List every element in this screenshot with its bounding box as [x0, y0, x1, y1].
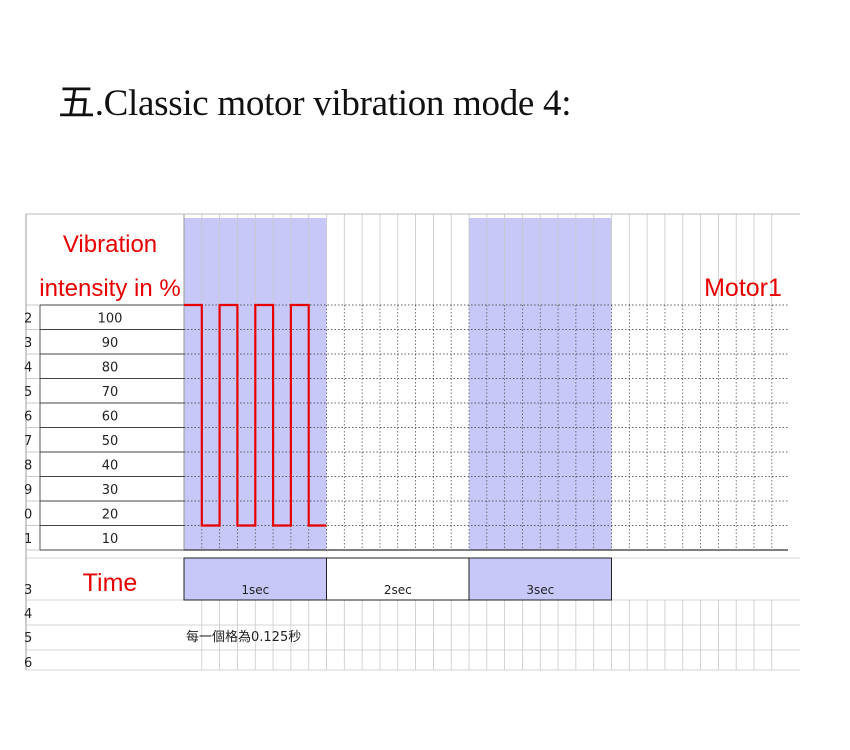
row-number: 3 — [24, 583, 32, 598]
time-segment-label: 2sec — [384, 583, 412, 597]
row-number: 6 — [24, 409, 32, 424]
row-number: 7 — [24, 434, 32, 449]
page-title: 五.Classic motor vibration mode 4: — [58, 72, 571, 126]
trace-layer — [184, 303, 327, 527]
y-tick-label: 20 — [102, 507, 119, 522]
label-layer: Vibration intensity in % Motor1 Time 每一個… — [24, 231, 782, 671]
row-number: 1 — [24, 532, 32, 547]
row-number: 9 — [24, 483, 32, 498]
y-tick-label: 80 — [102, 360, 119, 375]
series-label-motor1: Motor1 — [704, 274, 782, 302]
row-number: 6 — [24, 656, 32, 671]
y-axis-label-line2: intensity in % — [39, 275, 180, 302]
y-tick-label: 90 — [102, 336, 119, 351]
title-text: .Classic motor vibration mode 4: — [94, 83, 572, 124]
row-number: 4 — [24, 360, 32, 375]
time-segment-label: 1sec — [241, 583, 269, 597]
y-tick-label: 50 — [102, 434, 119, 449]
time-segment-cell — [468, 557, 612, 601]
time-segment-label: 3sec — [526, 583, 554, 597]
y-tick-label: 10 — [102, 532, 119, 547]
y-tick-label: 60 — [102, 409, 119, 424]
grid-layer — [25, 213, 800, 671]
y-tick-label: 100 — [98, 311, 123, 326]
row-number: 5 — [24, 385, 32, 400]
motor1-trace — [184, 303, 327, 527]
grid-note: 每一個格為0.125秒 — [186, 629, 301, 645]
time-label: Time — [83, 569, 138, 597]
row-number: 2 — [24, 311, 32, 326]
y-axis-label-line1: Vibration — [63, 231, 157, 258]
row-number: 0 — [24, 507, 32, 522]
row-number: 5 — [24, 631, 32, 646]
title-prefix: 五 — [58, 83, 95, 124]
y-tick-label: 70 — [102, 385, 119, 400]
y-tick-label: 40 — [102, 458, 119, 473]
row-number: 4 — [24, 607, 32, 622]
row-number: 3 — [24, 336, 32, 351]
time-segment-cell — [183, 557, 327, 601]
y-tick-label: 30 — [102, 483, 119, 498]
row-number: 8 — [24, 458, 32, 473]
